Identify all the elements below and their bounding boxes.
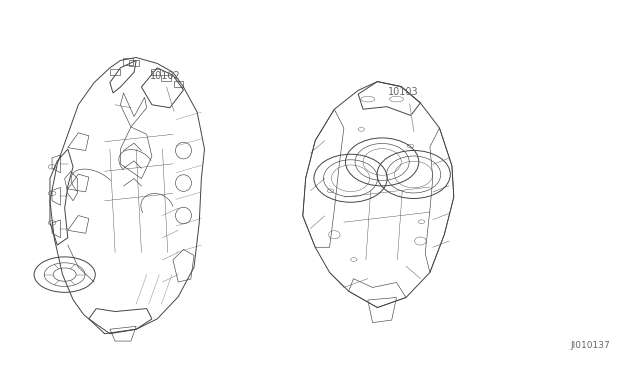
Text: JI010137: JI010137	[570, 341, 610, 350]
Bar	[123, 58, 133, 65]
Text: 10102: 10102	[150, 71, 181, 81]
Bar	[110, 68, 120, 75]
Text: 10103: 10103	[388, 87, 418, 97]
Bar	[161, 75, 171, 81]
Bar	[150, 69, 160, 75]
Bar	[129, 60, 139, 66]
Bar	[173, 81, 183, 87]
